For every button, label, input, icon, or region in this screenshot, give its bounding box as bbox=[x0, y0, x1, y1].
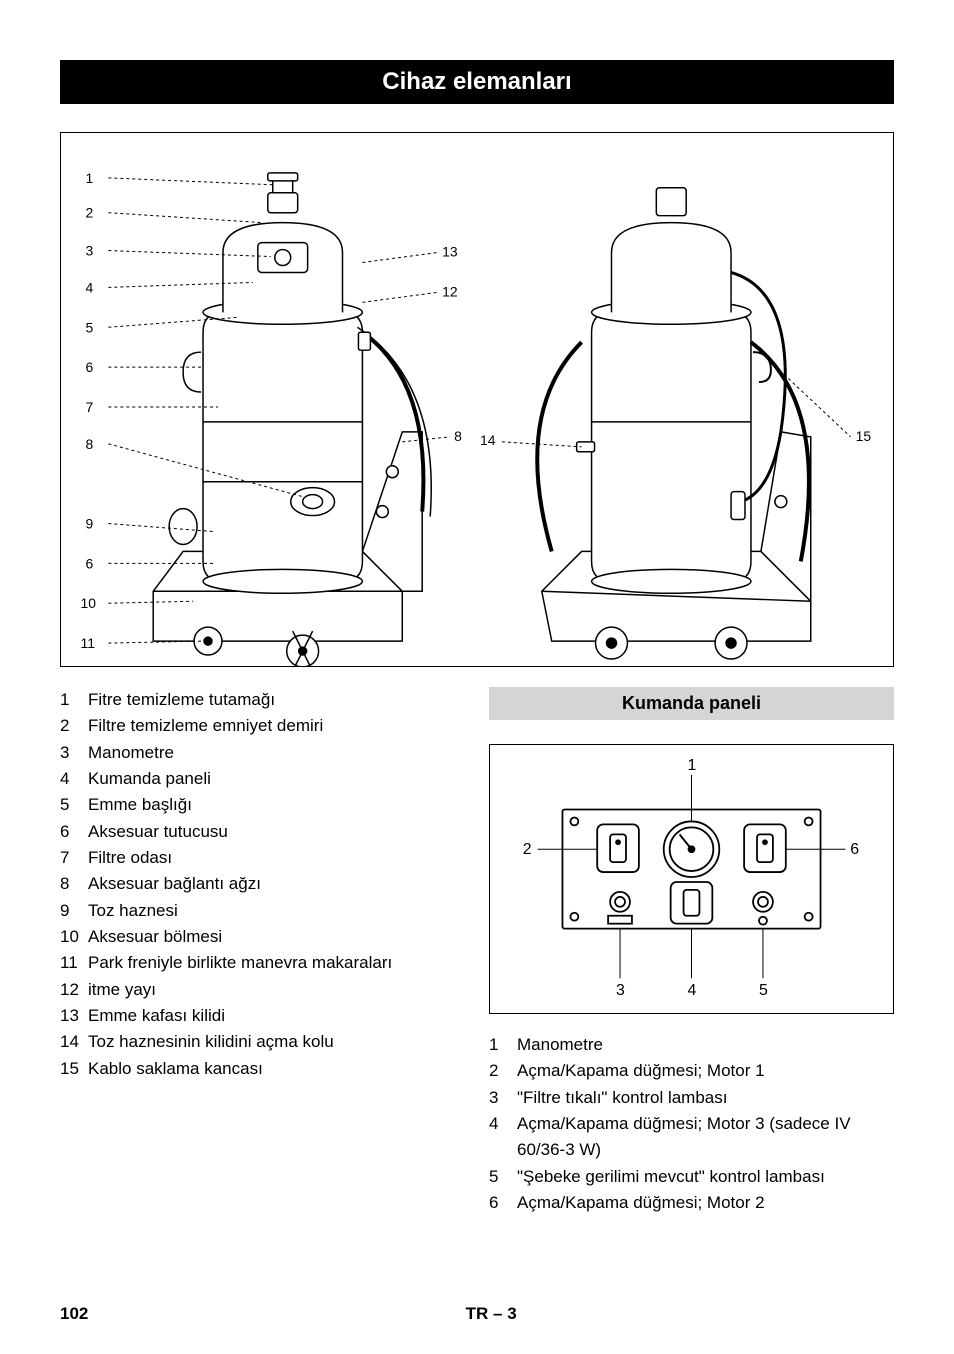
legend-row: 2Açma/Kapama düğmesi; Motor 1 bbox=[489, 1058, 894, 1084]
legend-row: 13Emme kafası kilidi bbox=[60, 1003, 465, 1029]
page-lang: TR – 3 bbox=[466, 1304, 517, 1324]
legend-text: Manometre bbox=[517, 1032, 894, 1058]
legend-number: 5 bbox=[60, 792, 88, 818]
legend-text: Aksesuar bağlantı ağzı bbox=[88, 871, 465, 897]
callout-9: 9 bbox=[85, 516, 93, 532]
legend-number: 11 bbox=[60, 950, 88, 976]
legend-text: Filtre odası bbox=[88, 845, 465, 871]
legend-number: 5 bbox=[489, 1164, 517, 1190]
legend-text: itme yayı bbox=[88, 977, 465, 1003]
panel-legend: 1Manometre2Açma/Kapama düğmesi; Motor 13… bbox=[489, 1032, 894, 1216]
legend-text: Emme kafası kilidi bbox=[88, 1003, 465, 1029]
legend-text: Emme başlığı bbox=[88, 792, 465, 818]
legend-text: Açma/Kapama düğmesi; Motor 1 bbox=[517, 1058, 894, 1084]
pcall-6: 6 bbox=[850, 841, 859, 858]
callout-2: 2 bbox=[85, 205, 93, 221]
legend-text: Aksesuar tutucusu bbox=[88, 819, 465, 845]
legend-number: 15 bbox=[60, 1056, 88, 1082]
legend-row: 8Aksesuar bağlantı ağzı bbox=[60, 871, 465, 897]
legend-text: Filtre temizleme emniyet demiri bbox=[88, 713, 465, 739]
legend-row: 14Toz haznesinin kilidini açma kolu bbox=[60, 1029, 465, 1055]
pcall-1: 1 bbox=[688, 757, 697, 774]
legend-row: 9Toz haznesi bbox=[60, 898, 465, 924]
callout-6: 6 bbox=[85, 359, 93, 375]
panel-svg: 1 2 6 3 4 5 bbox=[490, 745, 893, 1013]
legend-text: Açma/Kapama düğmesi; Motor 2 bbox=[517, 1190, 894, 1216]
legend-number: 7 bbox=[60, 845, 88, 871]
callout-7: 7 bbox=[85, 399, 93, 415]
legend-row: 6Aksesuar tutucusu bbox=[60, 819, 465, 845]
legend-row: 1Manometre bbox=[489, 1032, 894, 1058]
legend-row: 7Filtre odası bbox=[60, 845, 465, 871]
legend-row: 4Kumanda paneli bbox=[60, 766, 465, 792]
legend-text: Manometre bbox=[88, 740, 465, 766]
legend-row: 2Filtre temizleme emniyet demiri bbox=[60, 713, 465, 739]
legend-number: 4 bbox=[489, 1111, 517, 1164]
callout-8: 8 bbox=[454, 428, 462, 444]
page-footer: 102 TR – 3 bbox=[60, 1304, 894, 1324]
callout-4: 4 bbox=[85, 279, 93, 295]
callout-1: 1 bbox=[85, 170, 93, 186]
page-number: 102 bbox=[60, 1304, 88, 1324]
legend-number: 3 bbox=[60, 740, 88, 766]
legend-text: Açma/Kapama düğmesi; Motor 3 (sadece IV … bbox=[517, 1111, 894, 1164]
legend-number: 6 bbox=[489, 1190, 517, 1216]
section-title: Cihaz elemanları bbox=[60, 60, 894, 104]
callout-11: 11 bbox=[80, 635, 95, 651]
legend-row: 5Emme başlığı bbox=[60, 792, 465, 818]
callout-15: 15 bbox=[856, 428, 872, 444]
legend-text: "Filtre tıkalı" kontrol lambası bbox=[517, 1085, 894, 1111]
legend-number: 2 bbox=[60, 713, 88, 739]
callout-14: 14 bbox=[480, 432, 496, 448]
legend-text: Park freniyle birlikte manevra makaralar… bbox=[88, 950, 465, 976]
legend-text: Kumanda paneli bbox=[88, 766, 465, 792]
legend-number: 13 bbox=[60, 1003, 88, 1029]
legend-row: 12itme yayı bbox=[60, 977, 465, 1003]
legend-row: 11Park freniyle birlikte manevra makaral… bbox=[60, 950, 465, 976]
legend-row: 3"Filtre tıkalı" kontrol lambası bbox=[489, 1085, 894, 1111]
legend-row: 4Açma/Kapama düğmesi; Motor 3 (sadece IV… bbox=[489, 1111, 894, 1164]
pcall-4: 4 bbox=[688, 982, 697, 999]
main-legend: 1Fitre temizleme tutamağı2Filtre temizle… bbox=[60, 687, 465, 1082]
callout-5: 5 bbox=[85, 319, 93, 335]
legend-number: 2 bbox=[489, 1058, 517, 1084]
callout-12: 12 bbox=[442, 283, 458, 299]
legend-row: 3Manometre bbox=[60, 740, 465, 766]
callout-6b: 6 bbox=[85, 555, 93, 571]
legend-row: 10Aksesuar bölmesi bbox=[60, 924, 465, 950]
callout-13: 13 bbox=[442, 244, 458, 260]
legend-text: Aksesuar bölmesi bbox=[88, 924, 465, 950]
legend-row: 6Açma/Kapama düğmesi; Motor 2 bbox=[489, 1190, 894, 1216]
legend-number: 1 bbox=[489, 1032, 517, 1058]
legend-number: 12 bbox=[60, 977, 88, 1003]
device-svg: 1 2 3 4 5 6 7 8 9 6 10 11 13 12 8 bbox=[61, 133, 893, 666]
legend-text: Fitre temizleme tutamağı bbox=[88, 687, 465, 713]
legend-row: 15Kablo saklama kancası bbox=[60, 1056, 465, 1082]
legend-text: Kablo saklama kancası bbox=[88, 1056, 465, 1082]
callout-3: 3 bbox=[85, 243, 93, 259]
device-diagram: 1 2 3 4 5 6 7 8 9 6 10 11 13 12 8 bbox=[60, 132, 894, 667]
callout-10: 10 bbox=[80, 595, 96, 611]
legend-row: 1Fitre temizleme tutamağı bbox=[60, 687, 465, 713]
legend-number: 10 bbox=[60, 924, 88, 950]
pcall-3: 3 bbox=[616, 982, 625, 999]
legend-number: 6 bbox=[60, 819, 88, 845]
legend-text: Toz haznesi bbox=[88, 898, 465, 924]
subsection-heading: Kumanda paneli bbox=[489, 687, 894, 720]
legend-number: 8 bbox=[60, 871, 88, 897]
control-panel-diagram: 1 2 6 3 4 5 bbox=[489, 744, 894, 1014]
legend-number: 3 bbox=[489, 1085, 517, 1111]
legend-row: 5"Şebeke gerilimi mevcut" kontrol lambas… bbox=[489, 1164, 894, 1190]
legend-number: 14 bbox=[60, 1029, 88, 1055]
pcall-5: 5 bbox=[759, 982, 768, 999]
legend-text: Toz haznesinin kilidini açma kolu bbox=[88, 1029, 465, 1055]
legend-number: 9 bbox=[60, 898, 88, 924]
pcall-2: 2 bbox=[523, 841, 532, 858]
legend-number: 4 bbox=[60, 766, 88, 792]
callout-8r: 8 bbox=[85, 436, 93, 452]
legend-text: "Şebeke gerilimi mevcut" kontrol lambası bbox=[517, 1164, 894, 1190]
legend-number: 1 bbox=[60, 687, 88, 713]
